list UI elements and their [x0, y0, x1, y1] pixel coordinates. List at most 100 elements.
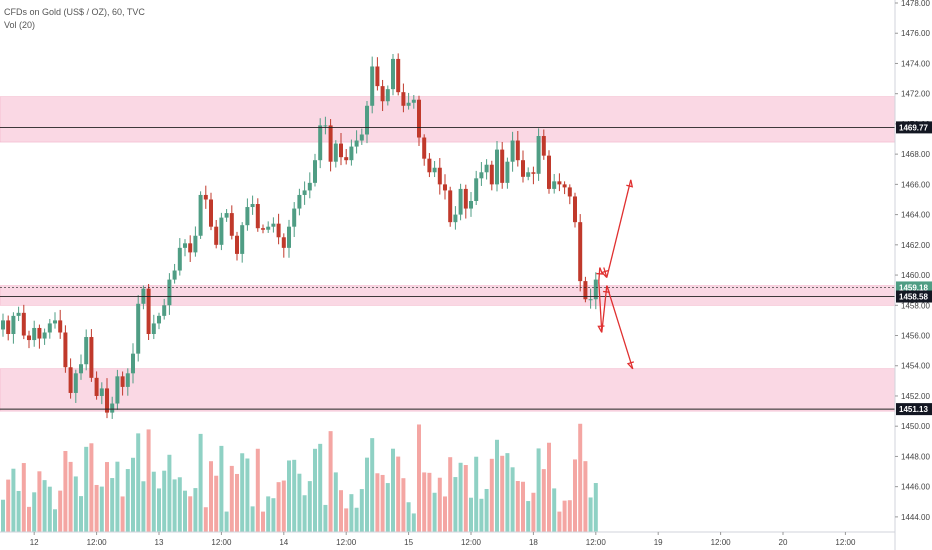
- volume-bar: [557, 511, 562, 532]
- candle-body: [349, 146, 354, 161]
- time-tick-label: 12:00: [336, 538, 357, 547]
- price-tick-label: 1448.00: [901, 452, 930, 461]
- time-tick-label: 15: [404, 538, 413, 547]
- volume-bar: [16, 490, 21, 532]
- price-label: 1458.58: [899, 293, 928, 302]
- forecast-arrowhead: [626, 361, 635, 370]
- volume-bar: [359, 489, 364, 532]
- volume-bar: [276, 482, 281, 532]
- support-resistance-zone: [0, 96, 896, 143]
- candle-body: [437, 167, 442, 185]
- candle-body: [162, 305, 167, 316]
- candle-body: [495, 149, 499, 185]
- candle-body: [510, 140, 515, 162]
- support-resistance-zone: [0, 368, 896, 412]
- volume-bar: [495, 439, 499, 532]
- candle-body: [474, 178, 479, 201]
- price-tick-label: 1452.00: [901, 392, 930, 401]
- volume-bar: [521, 481, 525, 532]
- volume-bar: [281, 480, 286, 532]
- volume-bar: [219, 445, 224, 532]
- price-tick-label: 1464.00: [901, 211, 930, 220]
- volume-bar: [562, 500, 567, 532]
- candle-body: [32, 327, 37, 341]
- candle-body: [193, 235, 198, 253]
- candle-body: [99, 388, 104, 396]
- candle-body: [58, 320, 63, 333]
- volume-bar: [432, 492, 437, 532]
- volume-bar: [510, 467, 515, 532]
- volume-bar: [193, 488, 198, 532]
- price-label-box: [896, 403, 932, 416]
- candle-body: [307, 182, 312, 191]
- candle-body: [479, 172, 484, 179]
- candle-body: [271, 223, 276, 227]
- candle-body: [463, 188, 468, 209]
- volume-bar: [339, 490, 343, 532]
- volume-bar: [235, 473, 239, 532]
- price-label: 1469.77: [899, 123, 928, 132]
- candle-body: [396, 58, 401, 93]
- candle-body: [167, 279, 172, 306]
- candle-body: [443, 184, 447, 191]
- volume-bar: [427, 472, 432, 532]
- candle-body: [333, 143, 338, 162]
- volume-bar: [255, 448, 260, 532]
- price-tick-label: 1468.00: [901, 150, 930, 159]
- volume-bar: [188, 496, 193, 532]
- volume-bar: [89, 443, 94, 532]
- forecast-arrows: [596, 179, 635, 370]
- volume-bar: [297, 473, 302, 532]
- volume-bar: [474, 456, 479, 532]
- candle-body: [422, 137, 427, 159]
- volume-bar: [391, 448, 395, 532]
- price-label: 1459.18: [899, 283, 928, 292]
- time-tick-label: 12:00: [211, 538, 232, 547]
- candle-body: [276, 223, 281, 238]
- volume-bar: [547, 442, 551, 532]
- forecast-arrow: [598, 267, 601, 282]
- volume-bar: [344, 508, 349, 532]
- price-tick-label: 1472.00: [901, 90, 930, 99]
- volume-bar: [541, 469, 546, 532]
- volume-bar: [453, 477, 458, 532]
- candle-body: [235, 235, 239, 254]
- volume-bar: [479, 498, 484, 532]
- volume-bar: [136, 433, 141, 532]
- candle-body: [328, 125, 333, 162]
- volume-bar: [489, 458, 494, 532]
- volume-bar: [484, 488, 489, 532]
- candle-body: [203, 194, 208, 200]
- volume-bar: [214, 475, 219, 532]
- candle-body: [469, 200, 473, 209]
- candle-body: [417, 99, 421, 138]
- candle-body: [515, 140, 520, 161]
- legend: CFDs on Gold (US$ / OZ), 60, TVC Vol (20…: [4, 6, 145, 32]
- candle-body: [151, 323, 156, 335]
- candle-body: [375, 66, 380, 87]
- volume-bar: [21, 463, 26, 532]
- volume-bar: [79, 496, 83, 532]
- price-tick-label: 1444.00: [901, 513, 930, 522]
- candle-body: [588, 299, 593, 301]
- volume-bar: [375, 473, 380, 532]
- forecast-arrow: [606, 285, 634, 369]
- candle-body: [359, 134, 364, 141]
- volume-bar: [110, 478, 115, 532]
- candle-body: [323, 125, 328, 127]
- volume-bar: [198, 433, 203, 532]
- volume-bar: [172, 479, 177, 532]
- volume-bar: [354, 507, 359, 532]
- candle-body: [84, 337, 89, 365]
- candle-body: [391, 58, 395, 90]
- volume-bar: [224, 511, 229, 532]
- candle-body: [42, 332, 47, 339]
- volume-bar: [578, 423, 583, 532]
- candle-body: [380, 86, 385, 102]
- candle-body: [146, 288, 151, 335]
- candle-body: [411, 99, 416, 103]
- time-tick-label: 18: [529, 538, 538, 547]
- candle-body: [339, 143, 343, 158]
- candle-body: [578, 222, 583, 282]
- volume-bar: [505, 453, 510, 532]
